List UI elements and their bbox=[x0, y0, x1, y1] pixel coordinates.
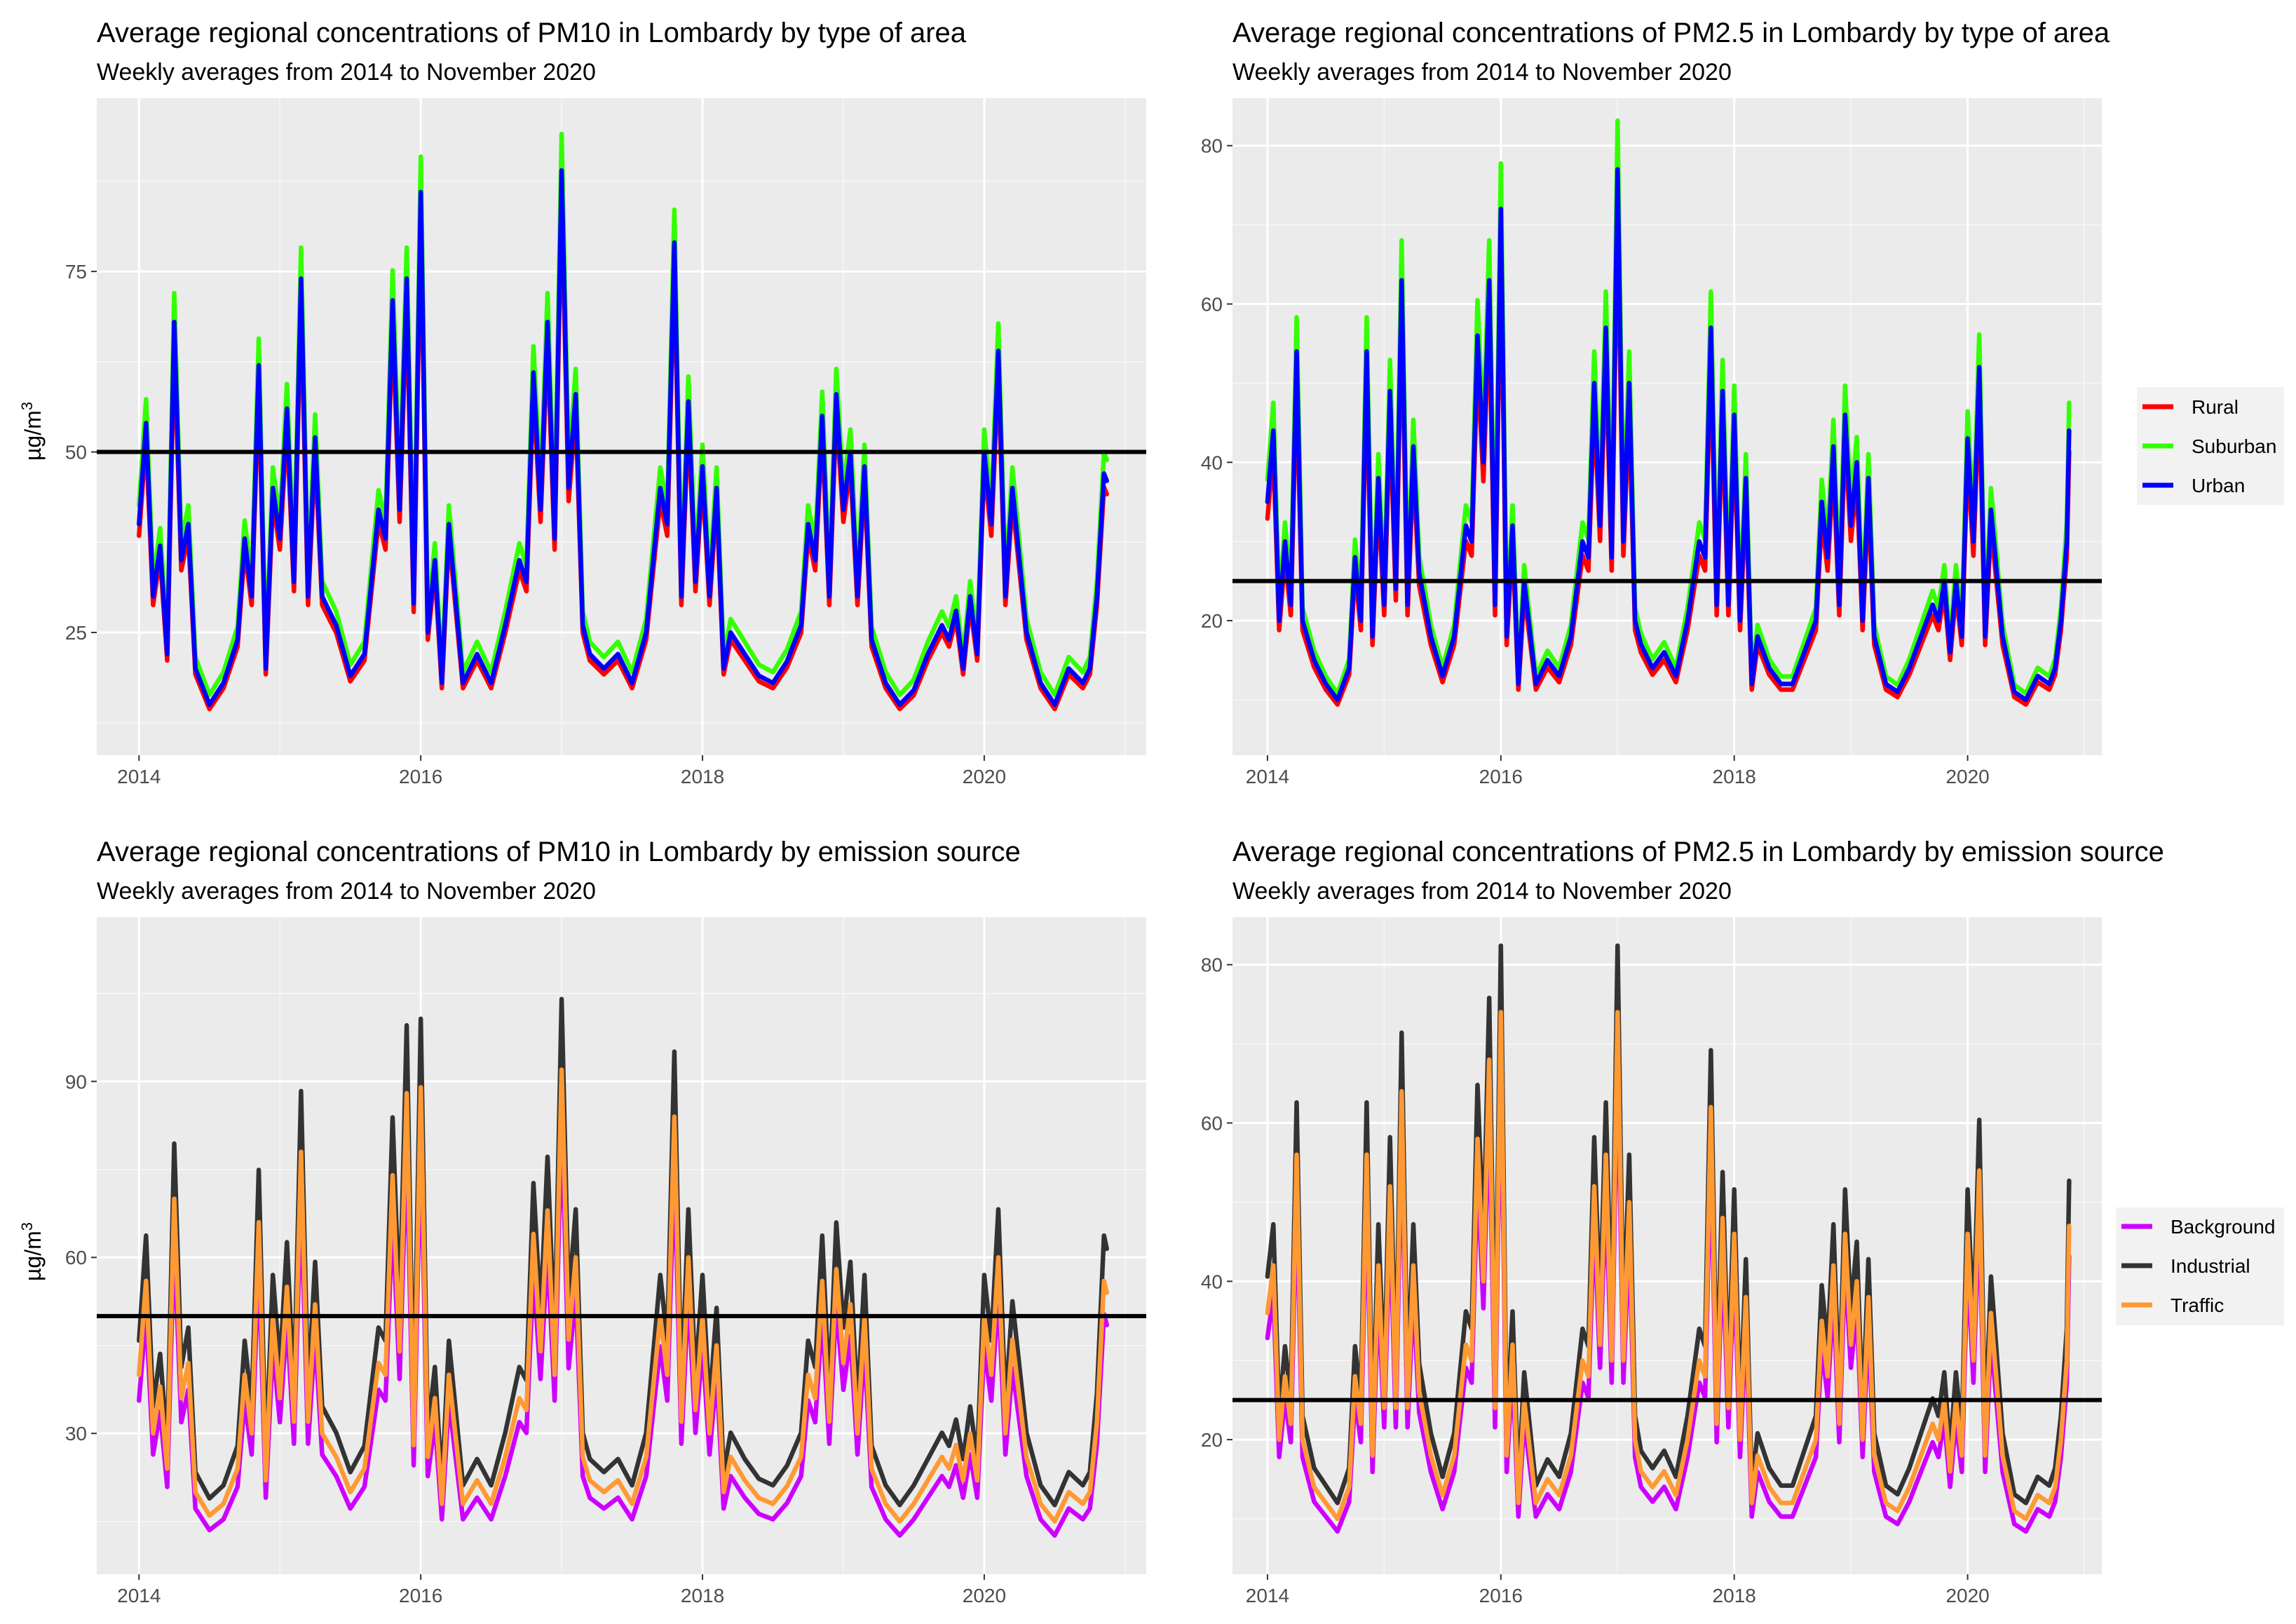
chart-subtitle: Weekly averages from 2014 to November 20… bbox=[1232, 59, 1732, 86]
x-tick-label: 2020 bbox=[963, 766, 1006, 787]
x-tick-label: 2014 bbox=[1246, 766, 1289, 787]
series-line-traffic bbox=[1265, 1010, 2072, 1522]
panel-pm10-source: Average regional concentrations of PM10 … bbox=[18, 837, 1146, 1606]
panel-background bbox=[97, 917, 1146, 1574]
chart-subtitle: Weekly averages from 2014 to November 20… bbox=[1232, 878, 1732, 905]
x-tick-label: 2016 bbox=[399, 1585, 442, 1606]
y-tick-label: 30 bbox=[65, 1423, 87, 1444]
y-tick-label: 50 bbox=[65, 442, 87, 463]
legend-label-background: Background bbox=[2171, 1216, 2275, 1238]
y-tick-label: 40 bbox=[1201, 1271, 1223, 1292]
plot-panel: 20 40 60 80 2014 2016 2018 2020 bbox=[1201, 917, 2102, 1606]
x-tick-label: 2020 bbox=[1945, 766, 1989, 787]
chart-subtitle: Weekly averages from 2014 to November 20… bbox=[97, 59, 596, 86]
chart-subtitle: Weekly averages from 2014 to November 20… bbox=[97, 878, 596, 905]
y-tick-label: 60 bbox=[1201, 294, 1223, 316]
y-axis-label: µg/m3 bbox=[18, 402, 46, 461]
series-line-industrial bbox=[137, 996, 1109, 1508]
x-tick-label: 2018 bbox=[1713, 766, 1756, 787]
y-tick-label: 25 bbox=[65, 622, 87, 644]
x-tick-label: 2014 bbox=[1246, 1585, 1289, 1606]
legend-label-industrial: Industrial bbox=[2171, 1255, 2250, 1277]
legend-label-suburban: Suburban bbox=[2192, 435, 2276, 457]
plot-panel: 25 50 75 2014 2016 2018 2020 bbox=[65, 98, 1146, 787]
chart-title: Average regional concentrations of PM10 … bbox=[97, 18, 967, 48]
plot-panel: 20 40 60 80 2014 2016 2018 2020 bbox=[1201, 98, 2102, 787]
legend-label-urban: Urban bbox=[2192, 475, 2245, 496]
x-tick-label: 2016 bbox=[1479, 766, 1523, 787]
series-line-traffic bbox=[137, 1067, 1109, 1524]
legend-label-rural: Rural bbox=[2192, 396, 2239, 418]
panel-pm10-area: Average regional concentrations of PM10 … bbox=[18, 18, 1146, 787]
panel-pm25-area: Average regional concentrations of PM2.5… bbox=[1201, 18, 2284, 787]
y-tick-label: 20 bbox=[1201, 1429, 1223, 1451]
y-tick-label: 40 bbox=[1201, 452, 1223, 473]
chart-title: Average regional concentrations of PM2.5… bbox=[1232, 18, 2110, 48]
x-tick-label: 2018 bbox=[681, 766, 724, 787]
x-tick-label: 2014 bbox=[117, 1585, 161, 1606]
y-tick-label: 60 bbox=[65, 1247, 87, 1268]
legend: Rural Suburban Urban bbox=[2137, 387, 2284, 505]
y-tick-label: 80 bbox=[1201, 954, 1223, 976]
y-axis-label: µg/m3 bbox=[18, 1222, 46, 1281]
x-tick-label: 2020 bbox=[1945, 1585, 1989, 1606]
x-tick-label: 2016 bbox=[399, 766, 442, 787]
y-tick-label: 80 bbox=[1201, 135, 1223, 157]
x-tick-label: 2016 bbox=[1479, 1585, 1523, 1606]
x-tick-label: 2018 bbox=[1713, 1585, 1756, 1606]
x-tick-label: 2018 bbox=[681, 1585, 724, 1606]
y-tick-label: 75 bbox=[65, 261, 87, 283]
legend-label-traffic: Traffic bbox=[2171, 1294, 2224, 1316]
y-tick-label: 60 bbox=[1201, 1113, 1223, 1135]
chart-title: Average regional concentrations of PM2.5… bbox=[1232, 837, 2164, 867]
y-tick-label: 20 bbox=[1201, 610, 1223, 632]
legend: Background Industrial Traffic bbox=[2116, 1207, 2284, 1325]
series-line-urban bbox=[1265, 167, 2072, 703]
y-tick-label: 90 bbox=[65, 1071, 87, 1092]
chart-title: Average regional concentrations of PM10 … bbox=[97, 837, 1021, 867]
x-tick-label: 2020 bbox=[963, 1585, 1006, 1606]
plot-panel: 30 60 90 2014 2016 2018 2020 bbox=[65, 917, 1146, 1606]
x-tick-label: 2014 bbox=[117, 766, 161, 787]
panel-pm25-source: Average regional concentrations of PM2.5… bbox=[1201, 837, 2284, 1606]
